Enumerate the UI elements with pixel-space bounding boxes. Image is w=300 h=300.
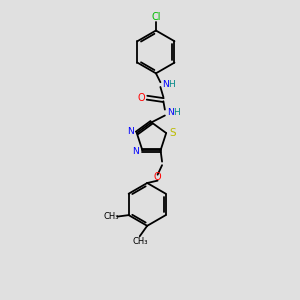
Text: H: H	[168, 80, 175, 88]
Text: H: H	[173, 108, 179, 117]
Text: S: S	[169, 128, 176, 138]
Text: O: O	[138, 93, 146, 103]
Text: N: N	[167, 108, 174, 117]
Text: N: N	[133, 147, 139, 156]
Text: Cl: Cl	[151, 12, 161, 22]
Text: CH₃: CH₃	[104, 212, 119, 221]
Text: N: N	[162, 80, 169, 88]
Text: O: O	[153, 172, 161, 182]
Text: N: N	[127, 127, 134, 136]
Text: CH₃: CH₃	[132, 237, 148, 246]
